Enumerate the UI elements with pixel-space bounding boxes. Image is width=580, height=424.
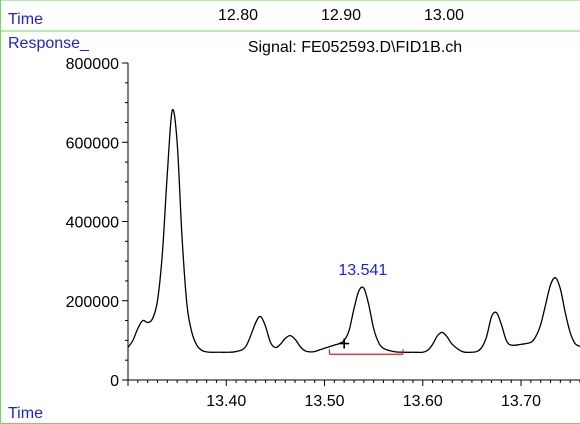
y-tick-label: 200000: [66, 294, 119, 311]
chart-title: Signal: FE052593.D\FID1B.ch: [248, 39, 462, 56]
y-axis-ticks: 800000 600000 400000 200000 0: [66, 56, 128, 390]
x-axis-label: Time: [8, 405, 43, 422]
y-tick-label: 600000: [66, 135, 119, 152]
x-tick-label: 13.50: [304, 393, 344, 410]
y-axis-label: Response_: [8, 35, 90, 52]
x-tick-label: 13.60: [403, 393, 443, 410]
y-tick-label: 800000: [66, 56, 119, 73]
y-tick-label: 400000: [66, 215, 119, 232]
top-axis-ticks: 12.80 12.90 13.00: [218, 7, 464, 24]
top-axis-tick-label: 12.80: [218, 7, 258, 24]
top-axis-tick-label: 12.90: [321, 7, 361, 24]
cursor-marker: [339, 338, 350, 349]
x-axis-ticks: 13.40 13.50 13.60 13.70: [127, 380, 580, 410]
peak-annotation-label: 13.541: [338, 262, 387, 279]
signal-trace-line: [127, 108, 580, 354]
top-axis-tick-label: 13.00: [424, 7, 464, 24]
x-tick-label: 13.70: [501, 393, 541, 410]
y-tick-label: 0: [110, 373, 119, 390]
x-tick-label: 13.40: [206, 393, 246, 410]
top-axis-label: Time: [8, 11, 43, 28]
integration-baseline: [328, 349, 404, 355]
